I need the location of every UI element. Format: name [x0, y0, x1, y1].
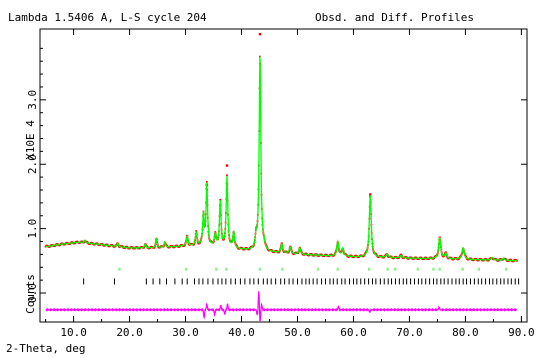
difference-series	[45, 291, 517, 322]
y-tick-label: 0.0	[26, 283, 39, 303]
phase1-reflections	[118, 267, 508, 271]
observed-point	[214, 231, 217, 234]
header-left-text: Lambda 1.5406 A, L-S cycle 204	[8, 11, 207, 24]
x-tick-label: 60.0	[340, 326, 367, 339]
phase1-reflection-mark	[386, 267, 389, 271]
x-tick-label: 80.0	[452, 326, 479, 339]
phase1-reflection-mark	[317, 267, 320, 271]
series-group	[44, 32, 520, 322]
phase1-reflection-mark	[477, 267, 481, 271]
phase1-reflection-mark	[258, 267, 262, 271]
x-tick-label: 70.0	[396, 326, 423, 339]
calculated-series	[45, 56, 517, 262]
x-tick-label: 10.0	[60, 326, 87, 339]
phase2-reflections	[83, 278, 520, 285]
observed-point	[205, 181, 208, 183]
counts-label: Counts	[24, 274, 37, 314]
phase1-reflection-mark	[432, 267, 435, 271]
y-multiplier-label: X10E 4	[24, 120, 37, 160]
x-tick-label: 30.0	[172, 326, 199, 339]
phase1-reflection-mark	[184, 267, 188, 271]
phase1-reflection-mark	[416, 267, 420, 271]
phase1-reflection-mark	[336, 267, 339, 271]
x-tick-label: 20.0	[116, 326, 143, 339]
y-tick-label: 2.0	[26, 154, 39, 174]
observed-point	[226, 174, 228, 177]
y-tick-label: 1.0	[26, 219, 39, 239]
phase1-reflection-mark	[225, 267, 228, 271]
phase1-reflection-mark	[118, 267, 121, 271]
x-tick-label: 50.0	[284, 326, 311, 339]
phase1-reflection-mark	[393, 267, 397, 271]
x-axis-label: 2-Theta, deg	[6, 342, 85, 355]
x-axis-ticks: 10.0 20.0 30.0 40.0 50.0 60.0 70.0 80.0 90.0	[45, 29, 535, 339]
y-tick-label: 3.0	[26, 90, 39, 110]
phase1-reflection-mark	[367, 267, 371, 271]
observed-peak-point	[369, 193, 372, 196]
phase1-reflection-mark	[438, 267, 441, 271]
plot-frame	[39, 28, 528, 323]
x-tick-label: 90.0	[508, 326, 535, 339]
phase1-reflection-mark	[505, 267, 508, 271]
phase1-reflection-mark	[215, 267, 218, 271]
header-right-text: Obsd. and Diff. Profiles	[315, 11, 474, 24]
observed-point	[515, 260, 518, 262]
observed-peak-point	[258, 32, 262, 36]
observed-point	[219, 198, 222, 201]
phase1-reflection-mark	[461, 267, 464, 271]
x-tick-label: 40.0	[228, 326, 255, 339]
y-axis-ticks: 0.0 1.0 2.0 3.0	[26, 47, 527, 303]
observed-peak-point	[225, 164, 229, 167]
observed-series	[44, 32, 518, 263]
phase1-reflection-mark	[281, 267, 284, 271]
